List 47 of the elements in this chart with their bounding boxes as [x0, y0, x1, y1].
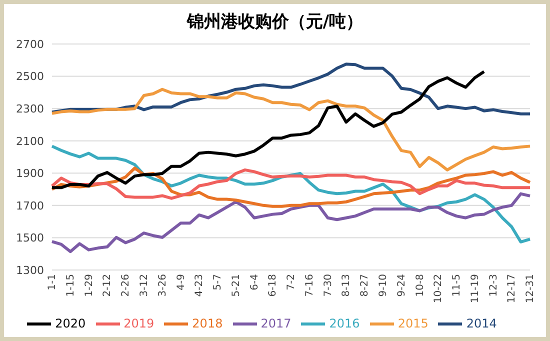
line-series — [50, 88, 532, 172]
y-tick-label: 2500 — [16, 70, 44, 84]
x-tick-label: 12-17 — [506, 274, 518, 304]
x-tick-label: 10-8 — [414, 274, 426, 297]
x-tick-label: 8-27 — [360, 274, 371, 297]
legend-label: 2020 — [55, 316, 86, 330]
x-tick-label: 2-26 — [120, 274, 132, 297]
x-tick-label: 1-29 — [84, 274, 95, 297]
x-tick-label: 7-30 — [322, 274, 334, 297]
x-tick-label: 1-1 — [47, 274, 58, 290]
x-tick-label: 5-21 — [230, 274, 242, 297]
x-tick-label: 7-2 — [286, 274, 298, 290]
x-tick-label: 8-13 — [341, 274, 352, 297]
x-tick-label: 9-24 — [396, 274, 408, 297]
x-tick-label: 7-16 — [304, 274, 316, 297]
legend-label: 2019 — [124, 316, 154, 330]
chart-title: 锦州港收购价（元/吨） — [186, 11, 364, 34]
x-tick-label: 2-12 — [102, 274, 114, 297]
legend-label: 2017 — [260, 316, 292, 330]
x-tick-label: 5-7 — [212, 274, 224, 290]
legend-label: 2016 — [329, 316, 360, 330]
legend-label: 2014 — [466, 316, 497, 330]
y-tick-label: 1900 — [16, 167, 44, 180]
x-tick-label: 6-4 — [249, 274, 260, 290]
line-series — [50, 168, 532, 200]
line-series — [50, 192, 532, 254]
y-tick-label: 2100 — [16, 134, 44, 148]
line-series — [50, 70, 486, 190]
y-tick-label: 2300 — [16, 102, 44, 116]
x-tick-label: 10-22 — [433, 274, 444, 304]
x-tick-label: 4-23 — [194, 274, 206, 297]
y-tick-label: 1500 — [16, 232, 44, 245]
x-tick-label: 4-9 — [176, 274, 187, 290]
y-tick-label: 1300 — [16, 264, 44, 277]
x-tick-label: 9-10 — [378, 274, 390, 297]
x-tick-label: 12-3 — [488, 274, 500, 297]
x-tick-label: 11-5 — [452, 274, 463, 297]
y-tick-label: 2700 — [16, 38, 44, 51]
x-tick-label: 3-26 — [157, 274, 168, 297]
legend-label: 2018 — [192, 316, 223, 330]
x-tick-label: 6-18 — [268, 274, 279, 297]
legend-label: 2015 — [398, 316, 428, 330]
y-tick-label: 1700 — [16, 199, 44, 212]
x-tick-label: 11-19 — [470, 274, 481, 304]
x-tick-label: 1-15 — [65, 274, 76, 297]
x-tick-label: 3-12 — [139, 274, 150, 297]
x-tick-label: 12-31 — [525, 274, 536, 304]
